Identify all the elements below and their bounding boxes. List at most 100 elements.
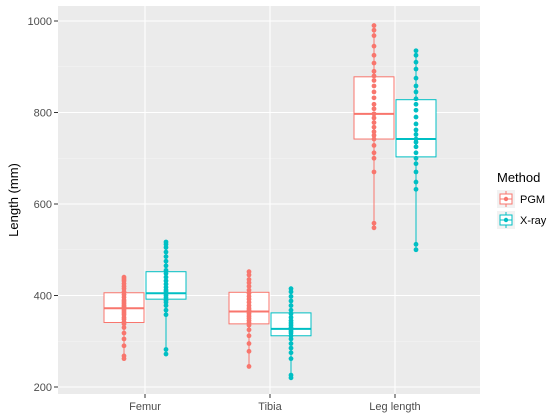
- y-tick-label: 800: [34, 108, 52, 120]
- data-point: [371, 68, 377, 74]
- data-point: [288, 356, 294, 362]
- data-point: [288, 345, 294, 351]
- data-point: [246, 341, 252, 346]
- data-point: [163, 351, 169, 357]
- data-point: [413, 186, 419, 192]
- data-point: [371, 124, 377, 130]
- data-point: [371, 95, 377, 101]
- data-point: [288, 298, 294, 304]
- legend-label: X-ray: [520, 215, 547, 227]
- data-point: [288, 311, 294, 317]
- data-point: [246, 283, 252, 289]
- data-point: [121, 325, 127, 330]
- data-point: [371, 143, 377, 148]
- data-point: [288, 286, 294, 292]
- data-point: [288, 294, 294, 299]
- data-point: [371, 132, 377, 138]
- data-point: [413, 155, 419, 161]
- data-point: [163, 274, 169, 280]
- x-tick-label: Leg length: [369, 401, 420, 413]
- data-point: [413, 169, 419, 175]
- data-point: [121, 353, 127, 359]
- data-point: [288, 303, 294, 308]
- data-point: [163, 249, 169, 255]
- data-point: [371, 27, 377, 33]
- data-point: [413, 144, 419, 150]
- data-point: [413, 132, 419, 137]
- data-point: [413, 114, 419, 120]
- data-point: [413, 136, 419, 142]
- data-point: [413, 101, 419, 107]
- minor-gridlines: [58, 66, 480, 342]
- data-point: [413, 96, 419, 102]
- y-tick-label: 400: [34, 291, 52, 303]
- data-point: [413, 75, 419, 81]
- legend-key-point: [503, 196, 509, 202]
- data-point: [413, 150, 419, 156]
- data-point: [121, 274, 127, 280]
- data-point: [246, 269, 252, 275]
- data-point: [371, 129, 377, 135]
- data-point: [371, 150, 377, 156]
- data-point: [413, 83, 419, 89]
- data-point: [371, 89, 377, 95]
- data-point: [371, 115, 377, 121]
- data-point: [163, 258, 169, 264]
- x-tick-label: Femur: [129, 401, 161, 413]
- data-point: [413, 66, 419, 72]
- plot-panel: [58, 6, 480, 394]
- data-point: [371, 101, 377, 107]
- data-point: [413, 127, 419, 133]
- data-point: [288, 350, 294, 356]
- data-point: [413, 161, 419, 167]
- data-point: [371, 111, 377, 117]
- legend-key-point: [503, 217, 509, 223]
- data-point: [413, 48, 419, 54]
- data-point: [371, 73, 377, 79]
- legend-title: Method: [497, 170, 540, 185]
- y-tick-label: 1000: [28, 16, 52, 28]
- data-point: [413, 89, 419, 95]
- data-point: [246, 287, 252, 293]
- x-tick-label: Tibia: [258, 401, 282, 413]
- data-point: [371, 43, 377, 49]
- data-point: [371, 120, 377, 125]
- data-point: [413, 179, 419, 185]
- data-point: [413, 107, 419, 113]
- data-point: [163, 278, 169, 284]
- y-axis: 200 400 600 800 1000: [28, 16, 58, 394]
- data-point: [163, 254, 169, 260]
- data-point: [163, 347, 169, 352]
- data-point: [371, 136, 377, 142]
- data-point: [371, 155, 377, 161]
- data-point: [371, 52, 377, 58]
- data-point: [413, 52, 419, 58]
- y-tick-label: 200: [34, 382, 52, 394]
- data-point: [163, 239, 169, 245]
- data-point: [371, 220, 377, 226]
- data-point: [121, 343, 127, 349]
- data-point: [121, 336, 127, 342]
- legend: Method PGM X-ray: [497, 170, 547, 229]
- data-point: [371, 60, 377, 66]
- point-layer: [121, 23, 419, 381]
- data-point: [288, 341, 294, 346]
- data-point: [371, 169, 377, 175]
- data-point: [413, 241, 419, 247]
- data-point: [246, 364, 252, 369]
- data-point: [163, 263, 169, 269]
- data-point: [371, 33, 377, 39]
- x-axis: Femur Tibia Leg length: [129, 394, 421, 413]
- y-tick-label: 600: [34, 199, 52, 211]
- data-point: [288, 307, 294, 313]
- data-point: [371, 225, 377, 231]
- data-point: [413, 59, 419, 65]
- data-point: [246, 348, 252, 354]
- data-point: [371, 83, 377, 89]
- y-axis-title: Length (mm): [6, 163, 21, 237]
- data-point: [413, 247, 419, 253]
- legend-label: PGM: [520, 194, 545, 206]
- data-point: [288, 372, 294, 378]
- data-point: [371, 78, 377, 83]
